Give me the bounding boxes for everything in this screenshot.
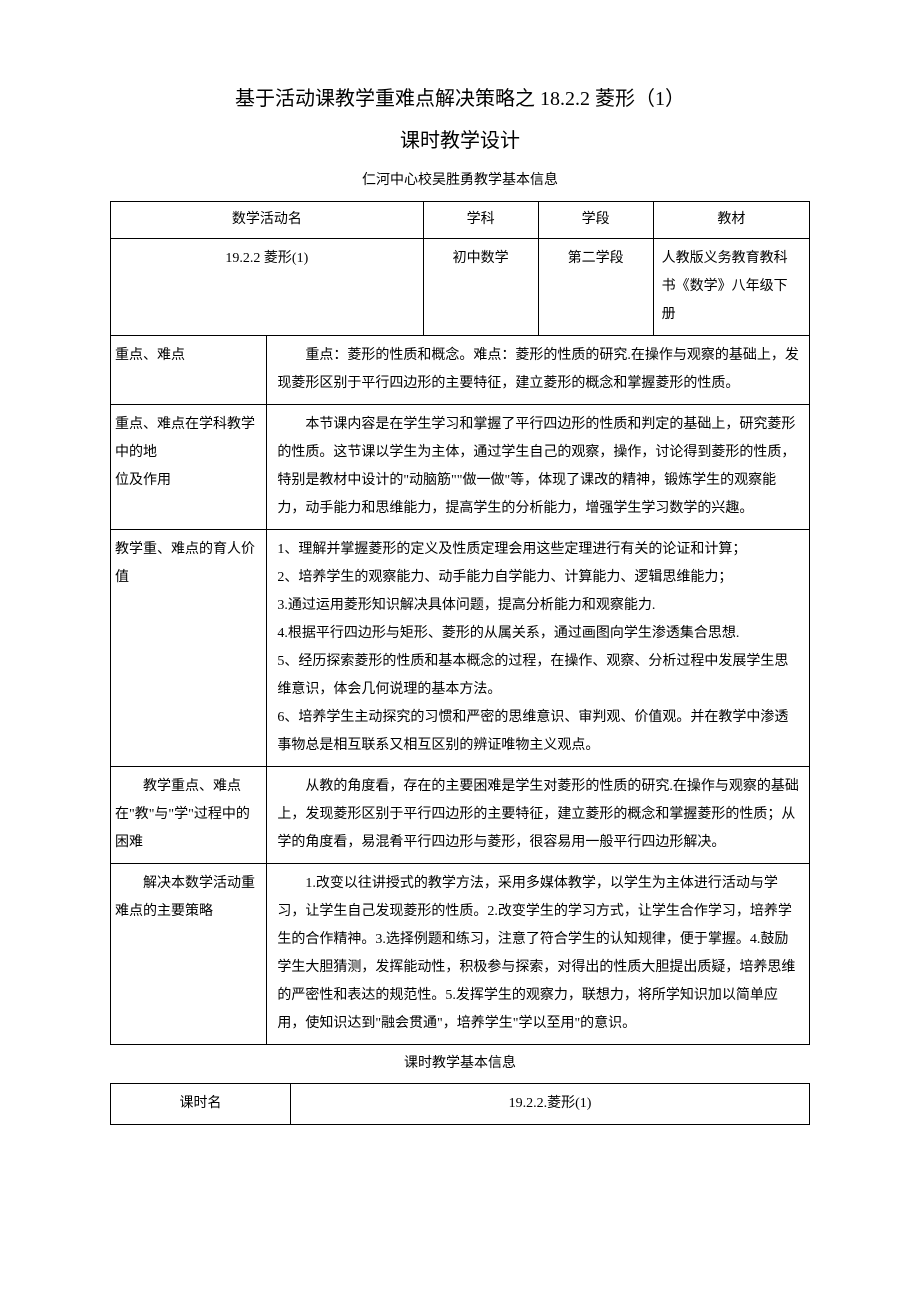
material-header: 教材	[653, 201, 809, 238]
activity-name-cell: 19.2.2 菱形(1)	[111, 238, 424, 335]
material-cell: 人教版义务教育教科书《数学》八年级下册	[653, 238, 809, 335]
difficulty-content: 从教的角度看，存在的主要困难是学生对菱形的性质的研究.在操作与观察的基础上，发现…	[267, 766, 810, 863]
position-row: 重点、难点在学科教学中的地 位及作用 本节课内容是在学生学习和掌握了平行四边形的…	[111, 404, 810, 529]
main-table: 数学活动名 学科 学段 教材 19.2.2 菱形(1) 初中数学 第二学段 人教…	[110, 201, 810, 1045]
value-label: 教学重、难点的育人价值	[111, 529, 267, 766]
activity-name-header: 数学活动名	[111, 201, 424, 238]
lesson-name-label: 课时名	[111, 1084, 291, 1125]
subject-header: 学科	[423, 201, 538, 238]
difficulty-label: 教学重点、难点在"教"与"学"过程中的困难	[111, 766, 267, 863]
lesson-name-row: 课时名 19.2.2.菱形(1)	[111, 1084, 810, 1125]
main-title: 基于活动课教学重难点解决策略之 18.2.2 菱形（1）	[110, 80, 810, 118]
keypoint-label: 重点、难点	[111, 335, 267, 404]
strategy-label: 解决本数学活动重难点的主要策略	[111, 863, 267, 1044]
subtitle: 课时教学设计	[110, 122, 810, 160]
info-row: 19.2.2 菱形(1) 初中数学 第二学段 人教版义务教育教科书《数学》八年级…	[111, 238, 810, 335]
keypoint-content: 重点：菱形的性质和概念。难点：菱形的性质的研究.在操作与观察的基础上，发现菱形区…	[267, 335, 810, 404]
strategy-row: 解决本数学活动重难点的主要策略 1.改变以往讲授式的教学方法，采用多媒体教学，以…	[111, 863, 810, 1044]
value-row: 教学重、难点的育人价值 1、理解并掌握菱形的定义及性质定理会用这些定理进行有关的…	[111, 529, 810, 766]
strategy-content: 1.改变以往讲授式的教学方法，采用多媒体教学，以学生为主体进行活动与学习，让学生…	[267, 863, 810, 1044]
header-row: 数学活动名 学科 学段 教材	[111, 201, 810, 238]
value-content: 1、理解并掌握菱形的定义及性质定理会用这些定理进行有关的论证和计算； 2、培养学…	[267, 529, 810, 766]
difficulty-row: 教学重点、难点在"教"与"学"过程中的困难 从教的角度看，存在的主要困难是学生对…	[111, 766, 810, 863]
position-label: 重点、难点在学科教学中的地 位及作用	[111, 404, 267, 529]
bottom-table: 课时名 19.2.2.菱形(1)	[110, 1083, 810, 1125]
lesson-name-content: 19.2.2.菱形(1)	[291, 1084, 810, 1125]
keypoint-row: 重点、难点 重点：菱形的性质和概念。难点：菱形的性质的研究.在操作与观察的基础上…	[111, 335, 810, 404]
section-header: 课时教学基本信息	[110, 1051, 810, 1078]
subject-cell: 初中数学	[423, 238, 538, 335]
stage-header: 学段	[538, 201, 653, 238]
position-content: 本节课内容是在学生学习和掌握了平行四边形的性质和判定的基础上，研究菱形的性质。这…	[267, 404, 810, 529]
stage-cell: 第二学段	[538, 238, 653, 335]
author-line: 仁河中心校吴胜勇教学基本信息	[110, 168, 810, 195]
